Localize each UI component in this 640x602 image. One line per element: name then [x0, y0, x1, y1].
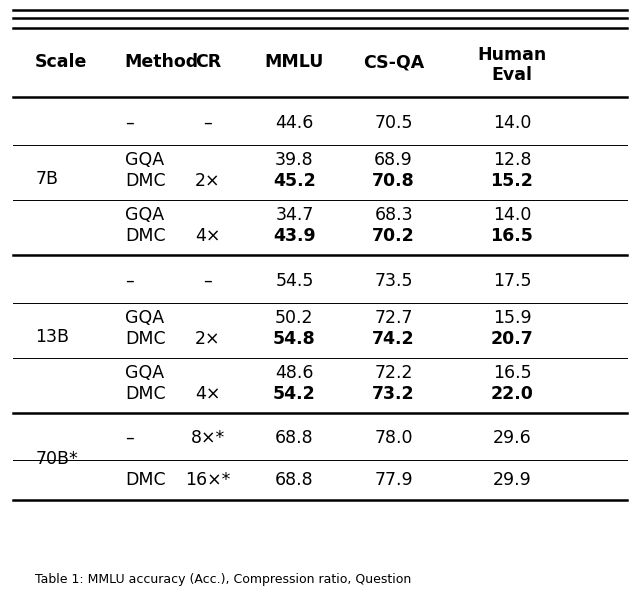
- Text: 78.0: 78.0: [374, 429, 413, 447]
- Text: 2×: 2×: [195, 330, 221, 348]
- Text: 73.5: 73.5: [374, 272, 413, 290]
- Text: 54.2: 54.2: [273, 385, 316, 403]
- Text: Human: Human: [477, 46, 547, 64]
- Text: 4×: 4×: [195, 385, 221, 403]
- Text: 45.2: 45.2: [273, 172, 316, 190]
- Text: GQA: GQA: [125, 206, 164, 224]
- Text: –: –: [125, 114, 134, 132]
- Text: 17.5: 17.5: [493, 272, 531, 290]
- Text: DMC: DMC: [125, 330, 165, 348]
- Text: 16.5: 16.5: [491, 227, 533, 245]
- Text: 7B: 7B: [35, 170, 58, 188]
- Text: 70.8: 70.8: [372, 172, 415, 190]
- Text: 14.0: 14.0: [493, 206, 531, 224]
- Text: 70B*: 70B*: [35, 450, 78, 468]
- Text: 43.9: 43.9: [273, 227, 316, 245]
- Text: 15.9: 15.9: [493, 309, 531, 327]
- Text: CS-QA: CS-QA: [363, 53, 424, 71]
- Text: Scale: Scale: [35, 53, 88, 71]
- Text: 44.6: 44.6: [275, 114, 314, 132]
- Text: Eval: Eval: [492, 66, 532, 84]
- Text: 70.2: 70.2: [372, 227, 415, 245]
- Text: 73.2: 73.2: [372, 385, 415, 403]
- Text: –: –: [125, 429, 134, 447]
- Text: –: –: [204, 114, 212, 132]
- Text: DMC: DMC: [125, 385, 165, 403]
- Text: 13B: 13B: [35, 329, 69, 347]
- Text: 16.5: 16.5: [493, 364, 531, 382]
- Text: 68.8: 68.8: [275, 429, 314, 447]
- Text: GQA: GQA: [125, 309, 164, 327]
- Text: CR: CR: [195, 53, 221, 71]
- Text: 12.8: 12.8: [493, 151, 531, 169]
- Text: GQA: GQA: [125, 364, 164, 382]
- Text: 8×*: 8×*: [191, 429, 225, 447]
- Text: 15.2: 15.2: [491, 172, 533, 190]
- Text: GQA: GQA: [125, 151, 164, 169]
- Text: DMC: DMC: [125, 227, 165, 245]
- Text: 14.0: 14.0: [493, 114, 531, 132]
- Text: 29.9: 29.9: [493, 471, 531, 489]
- Text: –: –: [204, 272, 212, 290]
- Text: 54.5: 54.5: [275, 272, 314, 290]
- Text: 74.2: 74.2: [372, 330, 415, 348]
- Text: 72.2: 72.2: [374, 364, 413, 382]
- Text: 16×*: 16×*: [186, 471, 230, 489]
- Text: 20.7: 20.7: [491, 330, 533, 348]
- Text: 48.6: 48.6: [275, 364, 314, 382]
- Text: 70.5: 70.5: [374, 114, 413, 132]
- Text: 34.7: 34.7: [275, 206, 314, 224]
- Text: DMC: DMC: [125, 172, 165, 190]
- Text: 72.7: 72.7: [374, 309, 413, 327]
- Text: MMLU: MMLU: [265, 53, 324, 71]
- Text: –: –: [125, 272, 134, 290]
- Text: 68.8: 68.8: [275, 471, 314, 489]
- Text: Method: Method: [125, 53, 199, 71]
- Text: 54.8: 54.8: [273, 330, 316, 348]
- Text: 2×: 2×: [195, 172, 221, 190]
- Text: 39.8: 39.8: [275, 151, 314, 169]
- Text: 77.9: 77.9: [374, 471, 413, 489]
- Text: 29.6: 29.6: [493, 429, 531, 447]
- Text: 4×: 4×: [195, 227, 221, 245]
- Text: 22.0: 22.0: [491, 385, 533, 403]
- Text: 68.9: 68.9: [374, 151, 413, 169]
- Text: DMC: DMC: [125, 471, 165, 489]
- Text: 50.2: 50.2: [275, 309, 314, 327]
- Text: Table 1: MMLU accuracy (Acc.), Compression ratio, Question: Table 1: MMLU accuracy (Acc.), Compressi…: [35, 574, 412, 586]
- Text: 68.3: 68.3: [374, 206, 413, 224]
